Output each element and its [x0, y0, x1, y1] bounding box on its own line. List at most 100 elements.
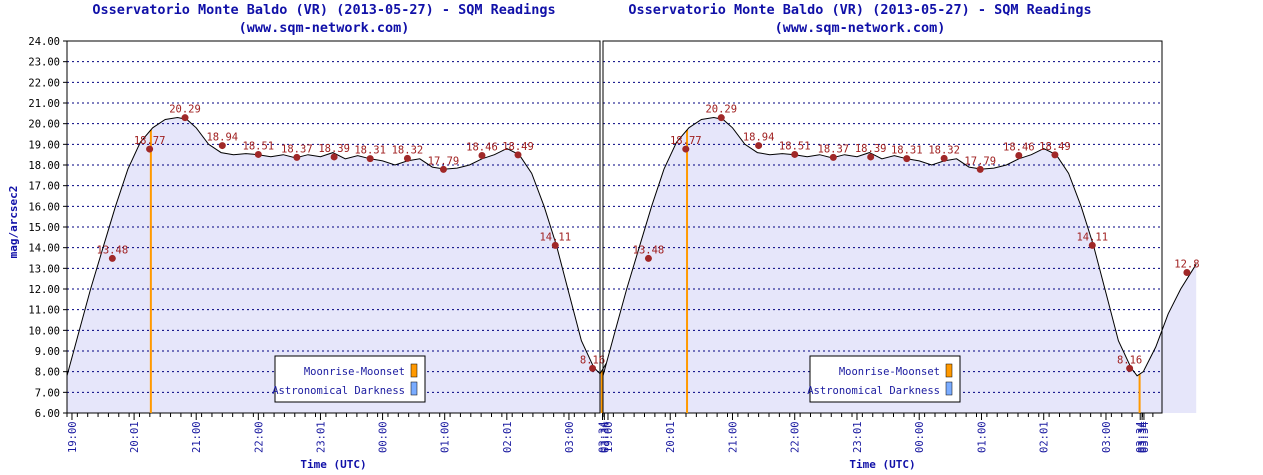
y-tick-label: 22.00 — [28, 77, 60, 89]
x-axis-label: Time (UTC) — [849, 458, 915, 471]
data-label: 18.37 — [281, 143, 313, 155]
chart-panel-1: Osservatorio Monte Baldo (VR) (2013-05-2… — [7, 2, 611, 471]
legend-swatch-darkness — [945, 381, 953, 396]
y-tick-label: 18.00 — [28, 160, 60, 172]
x-axis-label: Time (UTC) — [300, 458, 366, 471]
data-label: 18.94 — [206, 132, 238, 144]
data-label: 17.79 — [964, 155, 996, 167]
y-tick-label: 13.00 — [28, 263, 60, 275]
data-point — [366, 155, 374, 163]
data-label: 12.8 — [1174, 258, 1199, 270]
legend-swatch-darkness — [410, 381, 418, 396]
legend-box — [274, 355, 426, 403]
sqm-series-line — [66, 116, 607, 376]
data-label: 18.51 — [779, 140, 811, 152]
y-tick-label: 19.00 — [28, 139, 60, 151]
data-point — [1126, 364, 1134, 372]
y-tick-label: 10.00 — [28, 325, 60, 337]
data-label: 18.31 — [354, 145, 386, 157]
data-label: 18.94 — [743, 132, 775, 144]
y-tick-label: 17.00 — [28, 181, 60, 193]
data-label: 18.39 — [318, 143, 350, 155]
data-label: 14.11 — [539, 231, 571, 243]
x-tick-label: 02:01 — [1039, 421, 1051, 453]
data-point — [589, 364, 597, 372]
data-label: 18.49 — [1039, 141, 1071, 153]
data-point — [682, 145, 690, 153]
data-point — [478, 151, 486, 159]
y-tick-label: 16.00 — [28, 201, 60, 213]
y-tick-label: 15.00 — [28, 222, 60, 234]
legend-label-moon: Moonrise-Moonset — [839, 366, 940, 378]
legend-label-moon: Moonrise-Moonset — [304, 366, 405, 378]
y-tick-label: 7.00 — [35, 387, 60, 399]
data-label: 14.11 — [1076, 231, 1108, 243]
data-point — [940, 154, 948, 162]
data-point — [403, 154, 411, 162]
data-point — [1088, 241, 1096, 249]
data-label: 18.37 — [818, 143, 850, 155]
y-tick-label: 20.00 — [28, 119, 60, 131]
data-label: 8.16 — [1117, 354, 1142, 366]
x-tick-label: 03:34 — [599, 421, 611, 453]
y-axis-label: mag/arcsec2 — [7, 186, 20, 259]
x-tick-label: 03:34 — [1135, 421, 1147, 453]
x-tick-label: 22:00 — [253, 421, 265, 453]
data-label: 18.32 — [392, 144, 424, 156]
data-label: 18.32 — [928, 144, 960, 156]
y-tick-label: 9.00 — [35, 346, 60, 358]
data-label: 13.48 — [97, 244, 129, 256]
legend-swatch-moon — [945, 363, 953, 378]
data-point — [976, 165, 984, 173]
x-tick-label: 03:00 — [564, 421, 576, 453]
plot-frame — [602, 40, 1163, 414]
x-tick-label: 02:01 — [502, 421, 514, 453]
data-point — [755, 142, 763, 150]
chart-title: Osservatorio Monte Baldo (VR) (2013-05-2… — [628, 2, 1091, 18]
y-tick-label: 24.00 — [28, 36, 60, 48]
data-point — [903, 155, 911, 163]
x-tick-label: 20:01 — [129, 421, 141, 453]
x-tick-label: 23:01 — [852, 421, 864, 453]
legend-box — [809, 355, 961, 403]
data-label: 18.77 — [134, 135, 166, 147]
x-tick-label: 03:34 — [1137, 421, 1149, 453]
legend-swatch-moon — [410, 363, 418, 378]
x-tick-label: 03:34 — [597, 421, 609, 453]
legend: Moonrise-Moonset Astronomical Darkness — [272, 355, 426, 403]
data-label: 18.39 — [855, 143, 887, 155]
data-point — [181, 114, 189, 122]
chart-subtitle: (www.sqm-network.com) — [239, 20, 410, 36]
data-point — [146, 145, 154, 153]
data-point — [254, 150, 262, 158]
y-tick-label: 12.00 — [28, 284, 60, 296]
darkness-area — [67, 117, 607, 413]
legend-label-darkness: Astronomical Darkness — [807, 385, 940, 397]
chart-panel-2: Osservatorio Monte Baldo (VR) (2013-05-2… — [602, 2, 1200, 471]
data-label: 18.31 — [891, 145, 923, 157]
data-point — [218, 142, 226, 150]
y-tick-label: 8.00 — [35, 367, 60, 379]
data-label: 13.48 — [633, 244, 665, 256]
x-tick-label: 23:01 — [315, 421, 327, 453]
data-point — [1015, 151, 1023, 159]
legend: Moonrise-Moonset Astronomical Darkness — [807, 355, 961, 403]
data-point — [330, 153, 338, 161]
x-tick-label: 00:00 — [914, 421, 926, 453]
x-tick-label: 01:00 — [976, 421, 988, 453]
data-point — [439, 165, 447, 173]
x-tick-label: 19:00 — [67, 421, 79, 453]
data-point — [717, 114, 725, 122]
data-point — [829, 153, 837, 161]
x-tick-label: 00:00 — [378, 421, 390, 453]
x-tick-label: 19:00 — [603, 421, 615, 453]
data-point — [551, 241, 559, 249]
data-label: 18.51 — [243, 140, 275, 152]
data-label: 20.29 — [169, 104, 201, 116]
data-point — [791, 150, 799, 158]
x-tick-label: 01:00 — [440, 421, 452, 453]
data-point — [293, 153, 301, 161]
data-label: 18.46 — [466, 141, 498, 153]
y-tick-label: 21.00 — [28, 98, 60, 110]
